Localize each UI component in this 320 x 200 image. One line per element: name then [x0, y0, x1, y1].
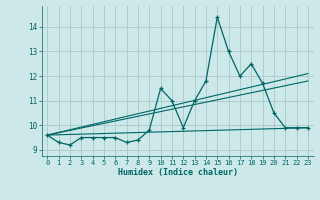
X-axis label: Humidex (Indice chaleur): Humidex (Indice chaleur) [118, 168, 237, 177]
